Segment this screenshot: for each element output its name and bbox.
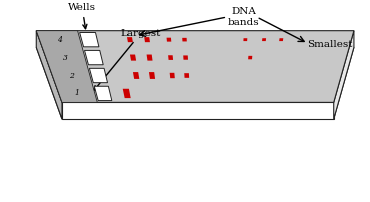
Polygon shape bbox=[127, 37, 133, 42]
Text: 1: 1 bbox=[74, 89, 79, 97]
Polygon shape bbox=[130, 55, 136, 61]
Polygon shape bbox=[80, 33, 99, 47]
Text: Wells: Wells bbox=[68, 3, 96, 29]
Polygon shape bbox=[94, 86, 112, 101]
Polygon shape bbox=[36, 31, 62, 119]
Polygon shape bbox=[182, 38, 187, 41]
Polygon shape bbox=[168, 55, 173, 60]
Polygon shape bbox=[90, 68, 108, 83]
Polygon shape bbox=[36, 31, 354, 102]
Polygon shape bbox=[133, 72, 139, 79]
Text: DNA
bands: DNA bands bbox=[228, 7, 260, 26]
Polygon shape bbox=[184, 73, 189, 78]
Polygon shape bbox=[183, 55, 188, 60]
Polygon shape bbox=[149, 72, 155, 79]
Text: 2: 2 bbox=[69, 72, 74, 80]
Polygon shape bbox=[262, 38, 266, 41]
Polygon shape bbox=[144, 37, 150, 42]
Polygon shape bbox=[334, 31, 354, 119]
Polygon shape bbox=[84, 50, 103, 65]
Polygon shape bbox=[243, 38, 247, 41]
Polygon shape bbox=[36, 31, 97, 102]
Polygon shape bbox=[147, 55, 152, 61]
Polygon shape bbox=[62, 102, 334, 119]
Polygon shape bbox=[248, 56, 252, 59]
Polygon shape bbox=[166, 38, 171, 42]
Text: Smallest: Smallest bbox=[307, 40, 353, 48]
Text: Largest: Largest bbox=[94, 28, 161, 90]
Polygon shape bbox=[170, 73, 175, 78]
Text: 3: 3 bbox=[63, 54, 68, 62]
Polygon shape bbox=[123, 89, 131, 98]
Polygon shape bbox=[279, 38, 283, 41]
Text: 4: 4 bbox=[57, 36, 62, 44]
Polygon shape bbox=[36, 47, 354, 119]
